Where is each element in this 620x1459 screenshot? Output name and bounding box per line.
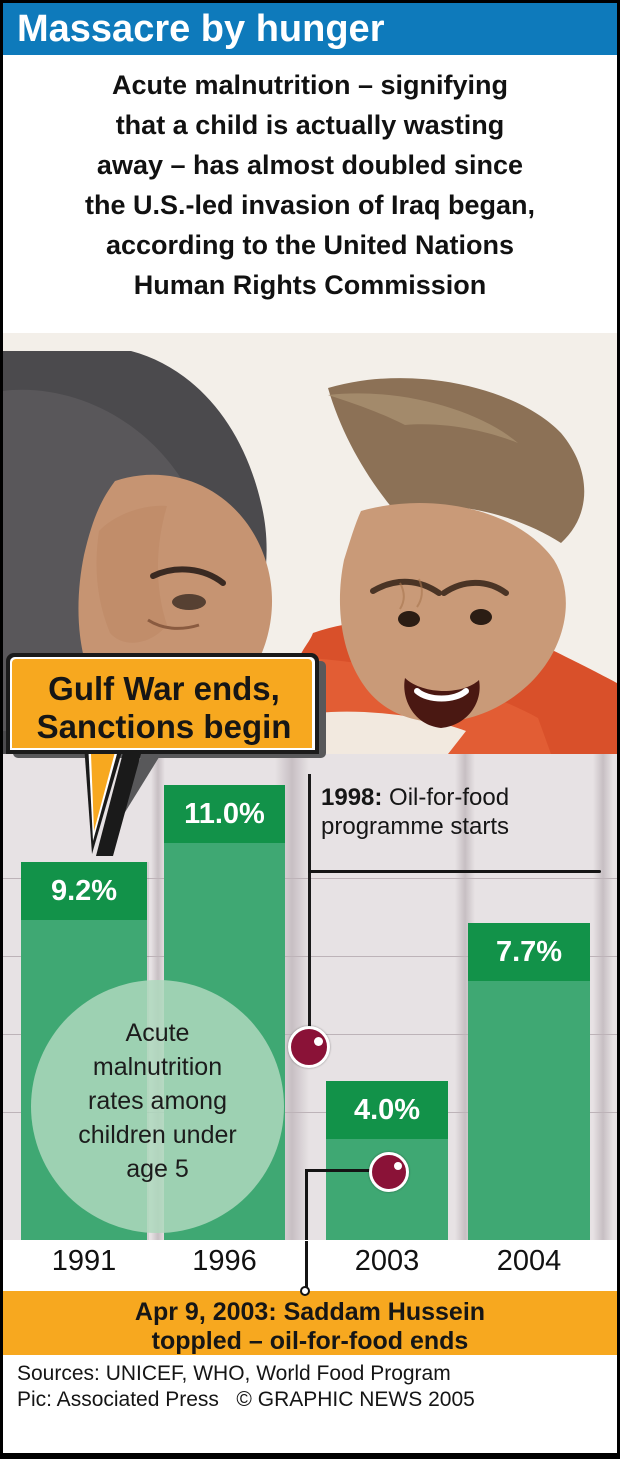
svg-text:Gulf War ends,: Gulf War ends, — [48, 670, 280, 707]
svg-text:Sanctions begin: Sanctions begin — [37, 708, 292, 745]
